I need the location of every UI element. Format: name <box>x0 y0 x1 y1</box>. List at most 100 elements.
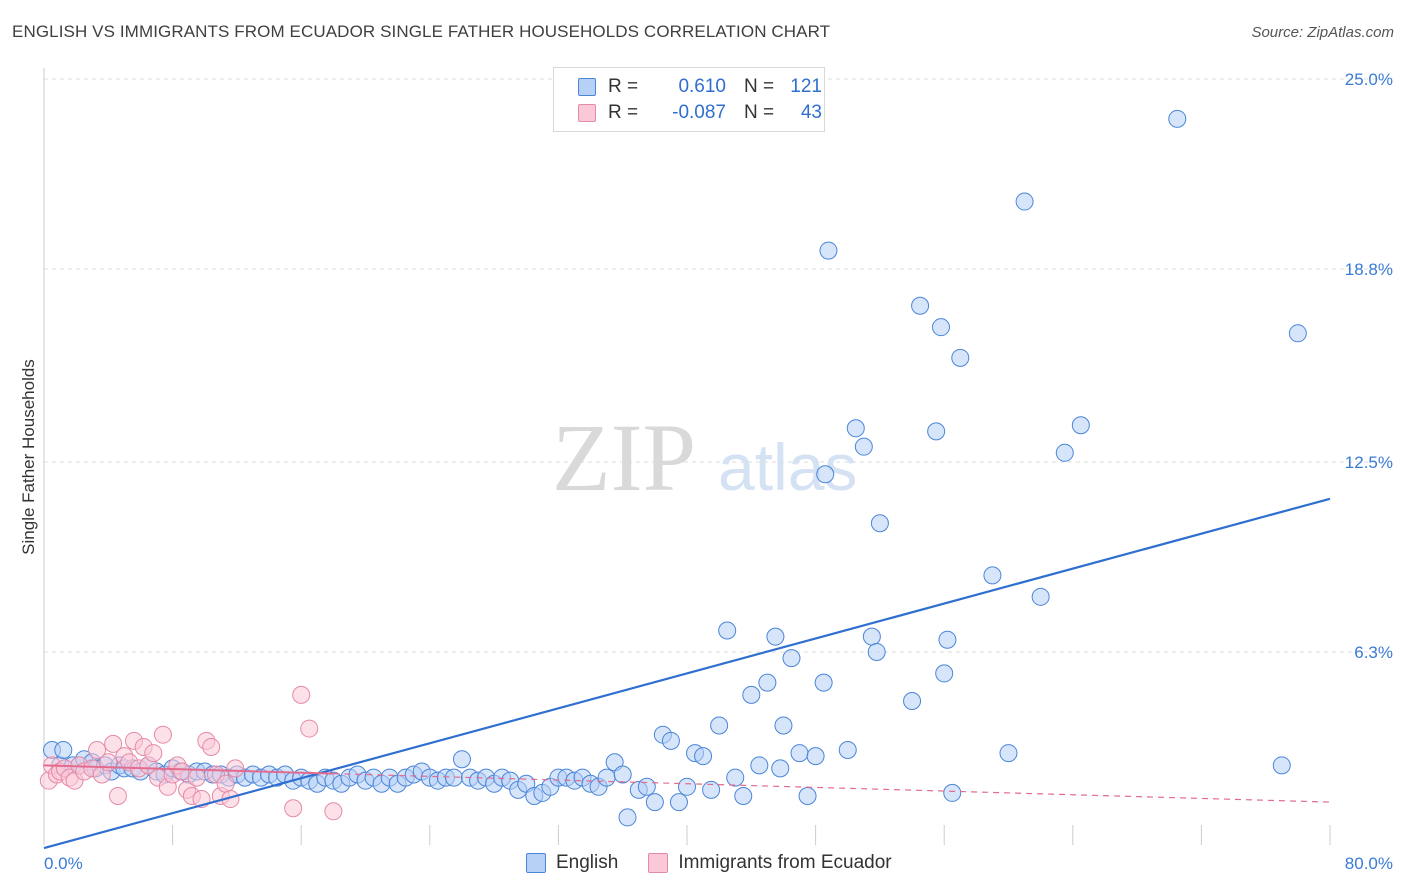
ecuador-point <box>104 734 123 753</box>
english-swatch <box>526 853 546 873</box>
x-tick-label: 80.0% <box>1345 854 1393 873</box>
r-label: R = <box>608 102 639 123</box>
legend-row-english: R = 0.610 N = 121 <box>578 76 822 98</box>
english-point <box>846 419 865 438</box>
english-point <box>782 649 801 668</box>
x-axis-tick-labels: 0.0% 80.0% <box>44 854 1393 873</box>
english-point <box>798 786 817 805</box>
english-point <box>742 685 761 704</box>
legend-item-english[interactable]: English <box>526 852 618 874</box>
english-point <box>618 808 637 827</box>
english-point <box>734 786 753 805</box>
r-value: 0.610 <box>678 76 726 97</box>
english-point <box>774 716 793 735</box>
english-point <box>938 630 957 649</box>
ecuador-point <box>284 799 303 818</box>
x-tick-label: 0.0% <box>44 854 83 873</box>
english-point <box>694 747 713 766</box>
english-point <box>613 765 632 784</box>
ecuador-point <box>202 737 221 756</box>
english-point <box>814 673 833 692</box>
ecuador-point <box>216 774 235 793</box>
ecuador-point <box>187 768 206 787</box>
watermark-atlas: atlas <box>718 430 857 504</box>
y-tick-label: 18.8% <box>1345 260 1393 279</box>
english-point <box>983 566 1002 585</box>
r-label: R = <box>608 76 639 97</box>
x-axis-ticks <box>172 825 1331 845</box>
english-point <box>661 731 680 750</box>
ecuador-swatch <box>648 853 669 873</box>
english-point <box>771 759 790 778</box>
english-point <box>1055 443 1074 462</box>
ecuador-points <box>39 685 343 821</box>
english-point <box>702 780 721 799</box>
english-point <box>806 747 825 766</box>
english-point <box>935 664 954 683</box>
ecuador-point <box>153 725 172 744</box>
y-tick-label: 25.0% <box>1345 70 1393 89</box>
english-swatch <box>578 78 596 96</box>
english-point <box>669 793 688 812</box>
ecuador-point <box>292 685 311 704</box>
ecuador-trend-line-solid <box>43 764 334 775</box>
english-point <box>931 318 950 337</box>
english-point <box>766 627 785 646</box>
watermark: ZIP atlas <box>552 404 857 511</box>
english-point <box>645 793 664 812</box>
stats-legend: R = 0.610 N = 121 R = -0.087 N = 43 <box>553 67 825 132</box>
y-axis-title: Single Father Households <box>19 359 38 555</box>
english-point <box>1272 756 1291 775</box>
ecuador-point <box>226 759 245 778</box>
english-point <box>870 514 889 533</box>
ecuador-trend-line-dashed <box>333 773 1331 803</box>
legend-label-english: English <box>556 852 619 873</box>
ecuador-point <box>108 786 127 805</box>
english-point <box>867 642 886 661</box>
ecuador-swatch <box>578 104 596 122</box>
english-point <box>452 750 471 769</box>
r-value: -0.087 <box>672 102 726 123</box>
english-point <box>1288 324 1307 343</box>
ecuador-point <box>300 719 319 738</box>
english-point <box>816 465 835 484</box>
english-trend-line <box>43 497 1331 850</box>
english-point <box>903 691 922 710</box>
y-axis-tick-labels: 6.3% 12.5% 18.8% 25.0% <box>1345 70 1393 662</box>
n-label: N = <box>744 76 775 97</box>
english-point <box>1071 416 1090 435</box>
english-point <box>750 756 769 775</box>
english-point <box>819 241 838 260</box>
english-point <box>726 768 745 787</box>
n-value: 121 <box>790 76 822 97</box>
ecuador-point <box>324 802 343 821</box>
english-point <box>758 673 777 692</box>
english-point <box>943 783 962 802</box>
y-tick-label: 6.3% <box>1354 643 1393 662</box>
english-point <box>1031 587 1050 606</box>
english-point <box>854 437 873 456</box>
english-point <box>951 348 970 367</box>
english-point <box>637 777 656 796</box>
english-point <box>710 716 729 735</box>
english-point <box>927 422 946 441</box>
series-legend: English Immigrants from Ecuador <box>526 852 922 874</box>
legend-row-ecuador: R = -0.087 N = 43 <box>578 102 822 124</box>
gridlines <box>44 78 1380 653</box>
english-point <box>54 741 73 760</box>
trend-lines <box>43 497 1331 850</box>
y-tick-label: 12.5% <box>1345 453 1393 472</box>
english-point <box>999 744 1018 763</box>
english-point <box>678 777 696 796</box>
n-label: N = <box>744 102 775 123</box>
english-point <box>597 768 616 787</box>
watermark-zip: ZIP <box>552 404 696 511</box>
english-point <box>838 741 857 760</box>
english-point <box>1015 192 1034 211</box>
ecuador-point <box>144 744 163 763</box>
english-point <box>718 621 737 640</box>
english-point <box>1168 109 1187 128</box>
legend-item-ecuador[interactable]: Immigrants from Ecuador <box>648 852 892 874</box>
english-point <box>790 744 809 763</box>
